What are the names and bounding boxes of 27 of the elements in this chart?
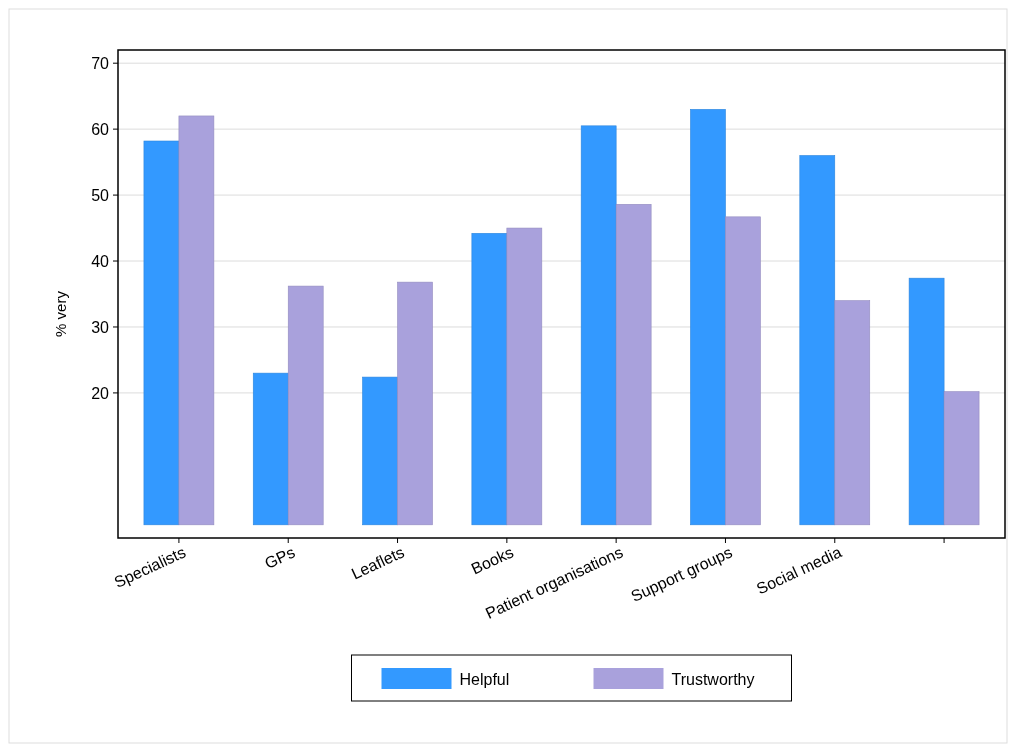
y-tick-label: 70 — [91, 54, 110, 72]
y-tick-label: 60 — [91, 120, 110, 138]
bar — [908, 277, 945, 526]
bar — [143, 140, 180, 526]
y-tick-label: 30 — [91, 318, 110, 336]
bar — [178, 115, 215, 526]
bar — [580, 125, 617, 526]
legend-label: Helpful — [459, 670, 510, 688]
bar — [397, 281, 433, 526]
bar — [725, 216, 761, 526]
bar — [834, 300, 871, 526]
y-tick-label: 50 — [91, 186, 110, 204]
bar — [287, 285, 324, 526]
bar — [615, 204, 652, 526]
bar — [471, 233, 508, 526]
bar — [943, 391, 980, 526]
y-tick-label: 40 — [91, 252, 110, 270]
bar — [506, 227, 543, 526]
bar — [252, 372, 289, 526]
bar — [690, 109, 726, 526]
y-tick-label: 20 — [91, 384, 110, 402]
legend-label: Trustworthy — [671, 670, 755, 688]
y-axis-title: % very — [52, 290, 69, 337]
bar — [799, 155, 836, 526]
bar — [362, 376, 398, 526]
x-tick-label: Books — [468, 543, 517, 578]
x-tick-label: GPs — [262, 543, 298, 572]
